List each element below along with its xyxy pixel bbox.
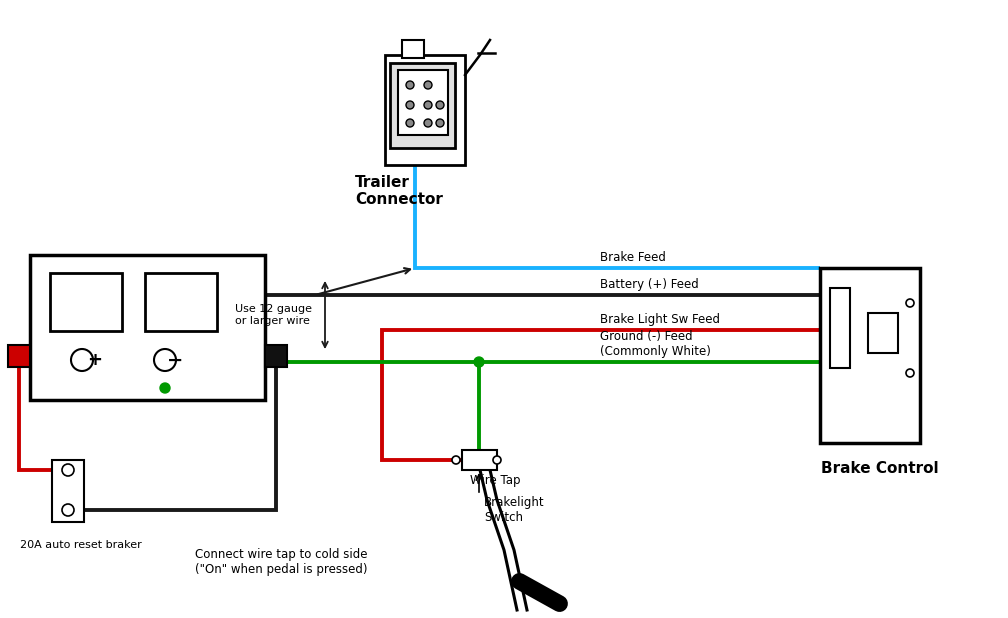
Bar (8, 345, 30, 367)
Bar (52, 460, 84, 522)
Bar (402, 40, 424, 58)
Text: Use 12 gauge
or larger wire: Use 12 gauge or larger wire (235, 304, 312, 326)
Circle shape (62, 464, 74, 476)
Text: Brake Feed: Brake Feed (600, 251, 666, 264)
Circle shape (406, 119, 414, 127)
Circle shape (154, 349, 176, 371)
Bar (30, 255, 265, 400)
Circle shape (71, 349, 93, 371)
Text: Trailer
Connector: Trailer Connector (355, 175, 443, 208)
Bar (820, 268, 920, 443)
Circle shape (906, 299, 914, 307)
Bar (462, 450, 497, 470)
Circle shape (424, 119, 432, 127)
Circle shape (474, 357, 484, 367)
Circle shape (406, 101, 414, 109)
Text: Ground (-) Feed
(Commonly White): Ground (-) Feed (Commonly White) (600, 330, 711, 358)
Text: Brake Control: Brake Control (822, 461, 938, 476)
Circle shape (436, 119, 444, 127)
Circle shape (62, 504, 74, 516)
Bar (830, 288, 850, 368)
Circle shape (424, 101, 432, 109)
Text: 20A auto reset braker: 20A auto reset braker (20, 540, 142, 550)
Text: Connect wire tap to cold side
("On" when pedal is pressed): Connect wire tap to cold side ("On" when… (195, 548, 368, 576)
Text: Brake Light Sw Feed: Brake Light Sw Feed (600, 313, 720, 326)
Text: Battery (+) Feed: Battery (+) Feed (600, 278, 699, 291)
Circle shape (452, 456, 460, 464)
Bar (265, 345, 287, 367)
Circle shape (424, 81, 432, 89)
Circle shape (436, 101, 444, 109)
Bar (50, 273, 122, 331)
Circle shape (906, 369, 914, 377)
Bar (145, 273, 217, 331)
Text: Brakelight
Switch: Brakelight Switch (484, 496, 544, 524)
Bar (398, 70, 448, 135)
Text: Wire Tap: Wire Tap (470, 474, 520, 487)
Bar (390, 63, 455, 148)
Text: +: + (88, 351, 103, 369)
Circle shape (493, 456, 501, 464)
FancyArrowPatch shape (519, 582, 559, 604)
Circle shape (160, 383, 170, 393)
Text: −: − (166, 350, 183, 370)
Bar (868, 313, 898, 353)
Circle shape (406, 81, 414, 89)
Bar (385, 55, 465, 165)
